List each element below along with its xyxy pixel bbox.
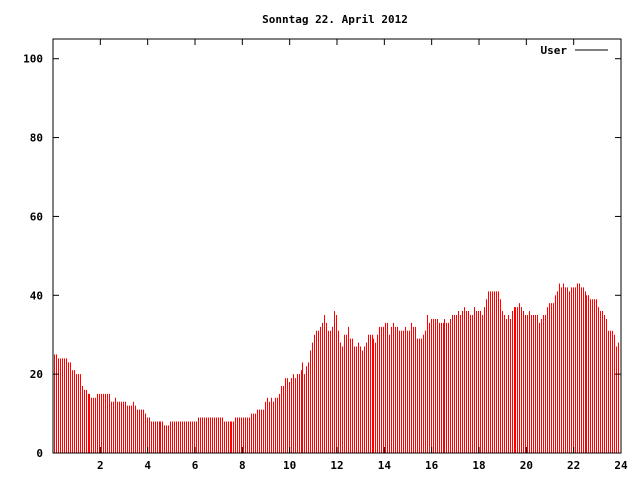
chart-title: Sonntag 22. April 2012 [262,13,408,26]
y-tick-label: 20 [30,368,43,381]
y-tick-label: 60 [30,210,43,223]
x-tick-label: 18 [472,459,485,472]
y-axis: 0 20 40 60 80 100 [23,53,621,460]
y-tick-label: 100 [23,53,43,66]
x-tick-label: 22 [567,459,580,472]
x-tick-label: 24 [614,459,628,472]
x-tick-label: 8 [239,459,246,472]
y-tick-label: 40 [30,289,43,302]
x-tick-label: 14 [378,459,392,472]
legend: User [541,44,608,57]
x-tick-label: 16 [425,459,439,472]
x-tick-label: 2 [97,459,104,472]
x-tick-label: 10 [283,459,296,472]
x-tick-label: 12 [330,459,343,472]
x-axis: 2 4 6 8 10 12 14 16 18 20 22 24 [97,39,628,472]
legend-label: User [541,44,568,57]
x-tick-label: 6 [192,459,199,472]
x-tick-label: 4 [144,459,151,472]
y-tick-label: 80 [30,132,43,145]
x-tick-label: 20 [520,459,533,472]
bars [54,283,619,453]
y-tick-label: 0 [36,447,43,460]
